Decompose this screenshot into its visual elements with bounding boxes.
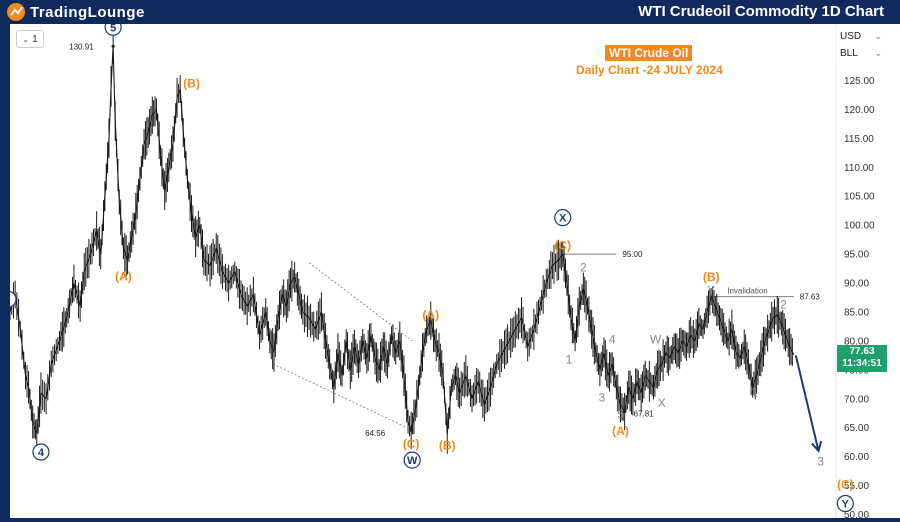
chevron-down-icon: ⌄ — [22, 34, 30, 44]
wave-label: 2 — [580, 260, 587, 274]
wave-label: (B) — [439, 439, 456, 453]
y-tick-label: 110.00 — [844, 163, 874, 174]
currency-selector[interactable]: USD ⌄ BLL ⌄ — [836, 28, 886, 64]
last-price-tag: 77.63 11:34:51 — [837, 345, 887, 372]
projection-arrow-head — [811, 440, 823, 453]
wave-label: W — [650, 333, 662, 347]
wave-label-circle — [104, 24, 122, 36]
y-tick-label: 85.00 — [844, 307, 869, 318]
edge-wave-circle — [10, 290, 17, 308]
y-tick-label: 120.00 — [844, 105, 875, 116]
price-series-line — [10, 45, 795, 435]
wave-label: 1 — [751, 385, 758, 399]
price-chart[interactable]: 125.00 120.00 115.00 110.00 105.00 100.00 95.0… — [10, 24, 900, 518]
currency-label: USD — [840, 31, 862, 42]
annotation-subtitle: Daily Chart -24 JULY 2024 — [576, 63, 723, 77]
interval-selector[interactable]: ⌄ 1 — [16, 30, 44, 48]
wave-label: 3 — [599, 391, 606, 405]
bar-countdown: 11:34:51 — [842, 358, 882, 369]
chevron-icon: ⌄ — [874, 31, 882, 41]
reference-line-value: 95.00 — [622, 250, 643, 259]
interval-value: 1 — [32, 33, 38, 45]
logo-text: TradingLounge — [30, 3, 145, 21]
wave-label: W — [407, 455, 418, 467]
wave-label-circle — [836, 494, 854, 513]
wave-label: 3 — [817, 454, 824, 468]
wave-label-circle — [554, 209, 572, 227]
last-price: 77.63 — [849, 346, 875, 357]
y-tick-label: 115.00 — [844, 134, 874, 145]
channel-line — [272, 363, 408, 429]
wave-label: 4 — [609, 333, 616, 347]
y-tick-label: 105.00 — [844, 192, 875, 203]
price-label: 130.91 — [69, 42, 94, 51]
price-label: 64.56 — [365, 429, 386, 438]
wave-label: 5 — [110, 24, 116, 34]
wave-label: X — [658, 396, 666, 410]
wave-label: X — [559, 213, 567, 225]
wave-label: (A) — [422, 308, 439, 322]
wave-label: (A) — [612, 424, 629, 438]
y-tick-label: 80.00 — [844, 336, 869, 347]
wave-label: (B) — [703, 270, 720, 284]
y-tick-label: 125.00 — [844, 76, 875, 87]
logo-icon — [7, 3, 25, 21]
y-tick-label: 100.00 — [844, 221, 875, 232]
price-label: 67.81 — [634, 409, 655, 418]
annotation-title: WTI Crude Oil — [605, 45, 693, 61]
y-tick-label: 50.00 — [844, 510, 869, 518]
y-tick-label: 70.00 — [844, 394, 869, 405]
wave-label: (C) — [837, 477, 854, 491]
y-tick-label: 60.00 — [844, 452, 869, 463]
unit-label: BLL — [840, 48, 858, 59]
chevron-icon: ⌄ — [874, 48, 882, 58]
projection-arrow-line — [794, 355, 820, 452]
y-tick-label: 95.00 — [844, 250, 869, 261]
logo: TradingLounge — [6, 2, 145, 22]
chart-area[interactable]: 125.00 120.00 115.00 110.00 105.00 100.00 95.0… — [10, 24, 900, 518]
price-marker — [623, 409, 627, 414]
wave-label: (C) — [403, 437, 420, 451]
price-marker — [111, 44, 115, 48]
chart-header-title: WTI Crudeoil Commodity 1D Chart — [638, 3, 884, 20]
y-tick-label: 65.00 — [844, 423, 869, 434]
wave-label-circle — [32, 443, 50, 461]
wave-label: 2 — [780, 297, 787, 311]
reference-line-value: 87.63 — [800, 293, 821, 302]
wave-label: 4 — [38, 447, 45, 459]
top-bar: TradingLounge WTI Crudeoil Commodity 1D … — [0, 0, 900, 24]
wave-label: Y — [707, 284, 715, 298]
wave-label: 5 — [617, 407, 624, 421]
wave-label: (A) — [115, 270, 132, 284]
wave-label: (C) — [554, 238, 571, 252]
channel-line — [308, 262, 413, 342]
wave-label: (B) — [183, 76, 200, 90]
wave-label: Y — [842, 499, 850, 511]
reference-line-label: Invalidation — [727, 287, 767, 296]
wave-label-circle — [403, 451, 421, 469]
y-tick-label: 55.00 — [844, 481, 869, 492]
wave-label: 1 — [566, 352, 573, 366]
price-marker — [409, 428, 413, 432]
y-tick-label: 90.00 — [844, 279, 869, 290]
